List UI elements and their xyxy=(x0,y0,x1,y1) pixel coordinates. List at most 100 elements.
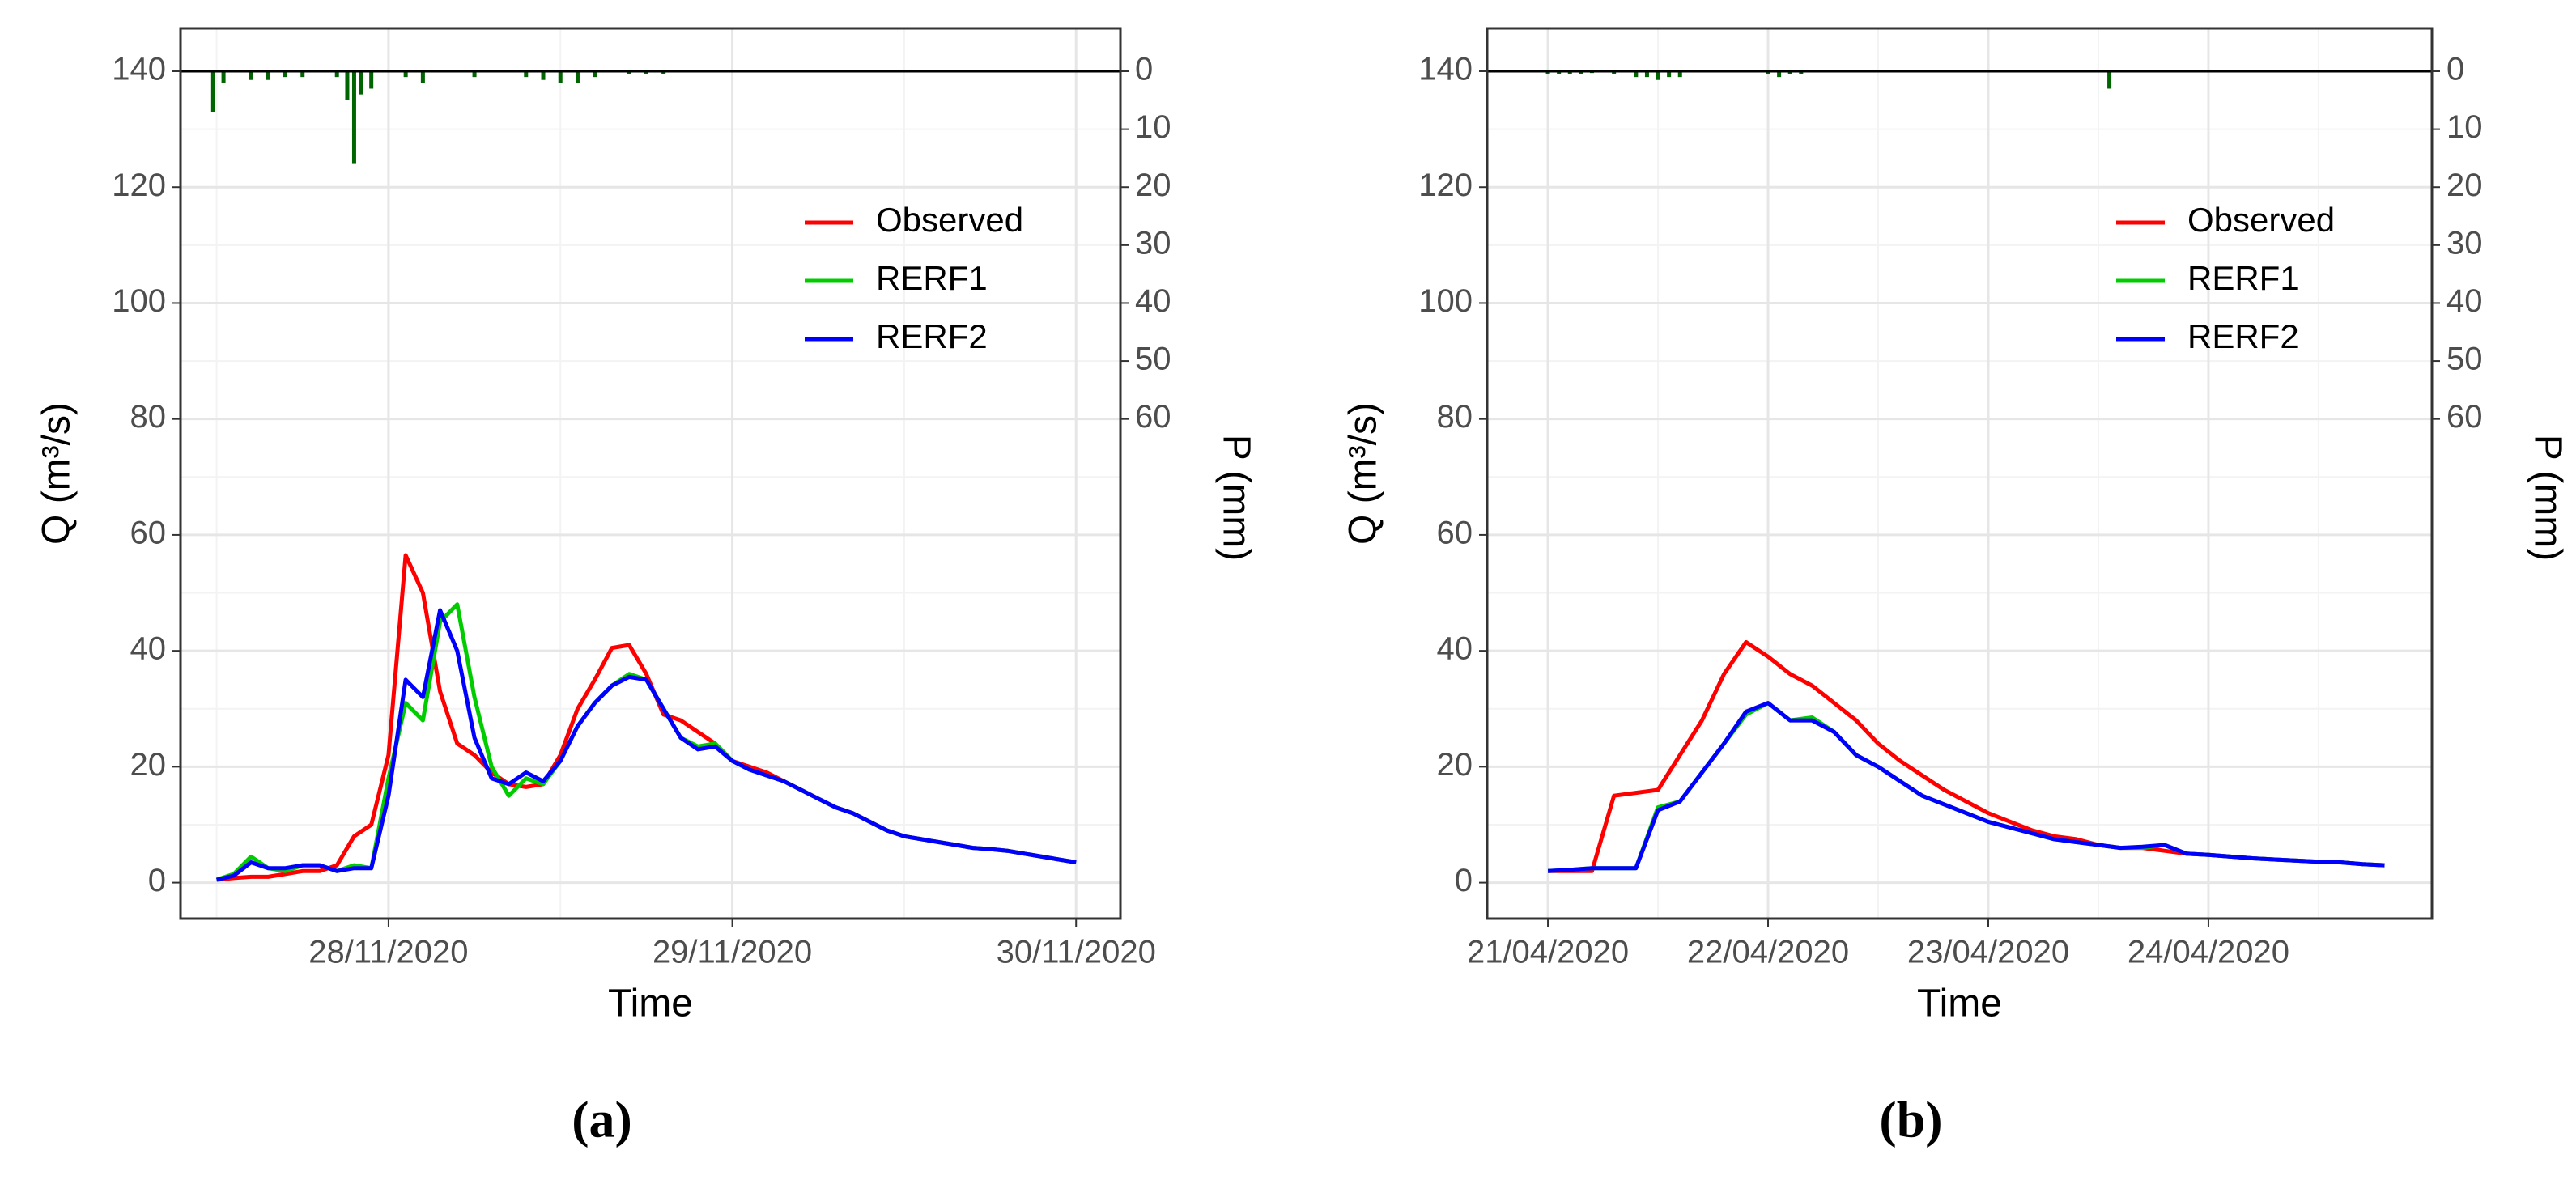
x-axis-title: Time xyxy=(1917,983,2002,1025)
series-line xyxy=(215,602,1077,882)
y-axis-title: Q (m³/s) xyxy=(1342,402,1385,545)
y2-tick-label: 40 xyxy=(1135,283,1171,319)
x-tick-label: 22/04/2020 xyxy=(1687,935,1849,970)
precip-bar xyxy=(403,70,408,78)
y2-tick-label: 20 xyxy=(2446,168,2483,203)
precip-bar xyxy=(1545,70,1550,74)
y-tick-label: 100 xyxy=(112,283,166,319)
plot-border xyxy=(179,27,1122,920)
precip-bar xyxy=(1634,70,1639,78)
x-tick-label: 30/11/2020 xyxy=(997,935,1156,970)
precip-bar xyxy=(1579,70,1583,74)
y2-tick-label: 10 xyxy=(2446,109,2483,145)
x-tick-label: 29/11/2020 xyxy=(653,935,812,970)
precip-bar xyxy=(1766,70,1770,74)
y-tick-label: 20 xyxy=(130,747,167,783)
series-line xyxy=(1547,701,2385,873)
panel-caption: (a) xyxy=(572,1091,632,1148)
precip-bar xyxy=(266,70,270,80)
precip-bar xyxy=(249,70,253,80)
precip-bar xyxy=(359,70,363,95)
y2-tick-label: 0 xyxy=(1135,52,1153,87)
x-tick-label: 28/11/2020 xyxy=(308,935,468,970)
precip-bar xyxy=(420,70,425,83)
precip-bar xyxy=(345,70,350,100)
y-tick-label: 120 xyxy=(112,168,166,203)
precip-bar xyxy=(334,70,339,78)
y-tick-label: 80 xyxy=(1437,399,1473,435)
y-tick-label: 20 xyxy=(1437,747,1473,783)
precip-bar xyxy=(1557,70,1562,74)
y2-tick-label: 50 xyxy=(1135,342,1171,377)
y2-tick-label: 20 xyxy=(1135,168,1171,203)
legend-label: RERF2 xyxy=(876,317,988,355)
precip-bar xyxy=(221,70,226,83)
precip-bar xyxy=(1777,70,1782,78)
precip-bar xyxy=(627,70,631,74)
precip-bar xyxy=(369,70,374,89)
precip-bar xyxy=(593,70,597,78)
y2-tick-label: 0 xyxy=(2446,52,2464,87)
y-tick-label: 60 xyxy=(1437,515,1473,550)
x-axis-title: Time xyxy=(608,983,693,1025)
legend-label: RERF1 xyxy=(876,259,988,297)
panel-caption: (b) xyxy=(1879,1091,1942,1148)
y-tick-label: 40 xyxy=(130,631,167,667)
y2-tick-label: 40 xyxy=(2446,283,2483,319)
x-tick-label: 23/04/2020 xyxy=(1907,935,2069,970)
precip-bar xyxy=(524,70,529,78)
series-line xyxy=(216,553,1077,882)
y2-tick-label: 10 xyxy=(1135,109,1171,145)
precip-bar xyxy=(1667,70,1672,78)
series-line xyxy=(1547,701,2385,873)
precip-bar xyxy=(661,70,666,74)
legend-label: Observed xyxy=(876,201,1023,239)
panel: 0 20 40 60 80 100 120 140 0 10 20 30 40 50 60 28/11/202… xyxy=(36,27,1257,1148)
y-tick-label: 140 xyxy=(1418,52,1473,87)
legend-label: RERF2 xyxy=(2187,317,2299,355)
precip-bar xyxy=(1787,70,1792,74)
precip-bar xyxy=(300,70,305,78)
x-tick-label: 24/04/2020 xyxy=(2128,935,2289,970)
precip-bar xyxy=(1644,70,1649,78)
precip-bar xyxy=(1677,70,1682,78)
precip-bar xyxy=(575,70,580,83)
y2-tick-label: 30 xyxy=(1135,225,1171,261)
precip-bar xyxy=(351,70,356,164)
precip-bar xyxy=(1799,70,1804,74)
panel: 0 20 40 60 80 100 120 140 0 10 20 30 40 50 60 21/04/202… xyxy=(1342,27,2569,1148)
series-line xyxy=(1548,639,2385,873)
y-tick-label: 80 xyxy=(130,399,167,435)
precip-bar xyxy=(558,70,563,83)
precip-bar xyxy=(1656,70,1660,80)
precip-bar xyxy=(1612,70,1617,74)
plot-border xyxy=(1486,27,2434,920)
y-tick-label: 100 xyxy=(1418,283,1473,319)
y2-tick-label: 30 xyxy=(2446,225,2483,261)
y-tick-label: 40 xyxy=(1437,631,1473,667)
precip-bar xyxy=(283,70,288,78)
y2-tick-label: 60 xyxy=(2446,399,2483,435)
legend-label: RERF1 xyxy=(2187,259,2299,297)
y-tick-label: 60 xyxy=(130,515,167,550)
y2-axis-title: P (mm) xyxy=(1214,435,1257,561)
y-tick-label: 120 xyxy=(1418,168,1473,203)
x-tick-label: 21/04/2020 xyxy=(1467,935,1629,970)
y2-tick-label: 60 xyxy=(1135,399,1171,435)
precip-bar xyxy=(210,70,215,112)
y2-tick-label: 50 xyxy=(2446,342,2483,377)
legend-label: Observed xyxy=(2187,201,2335,239)
precip-bar xyxy=(644,70,648,74)
y-tick-label: 0 xyxy=(1455,863,1473,898)
precip-bar xyxy=(2107,70,2112,89)
precip-bar xyxy=(472,70,477,78)
series-line xyxy=(216,608,1077,882)
y-tick-label: 140 xyxy=(112,52,166,87)
precip-bar xyxy=(541,70,546,80)
precip-bar xyxy=(1567,70,1572,74)
y2-axis-title: P (mm) xyxy=(2526,435,2569,561)
y-tick-label: 0 xyxy=(148,863,166,898)
y-axis-title: Q (m³/s) xyxy=(36,402,79,545)
